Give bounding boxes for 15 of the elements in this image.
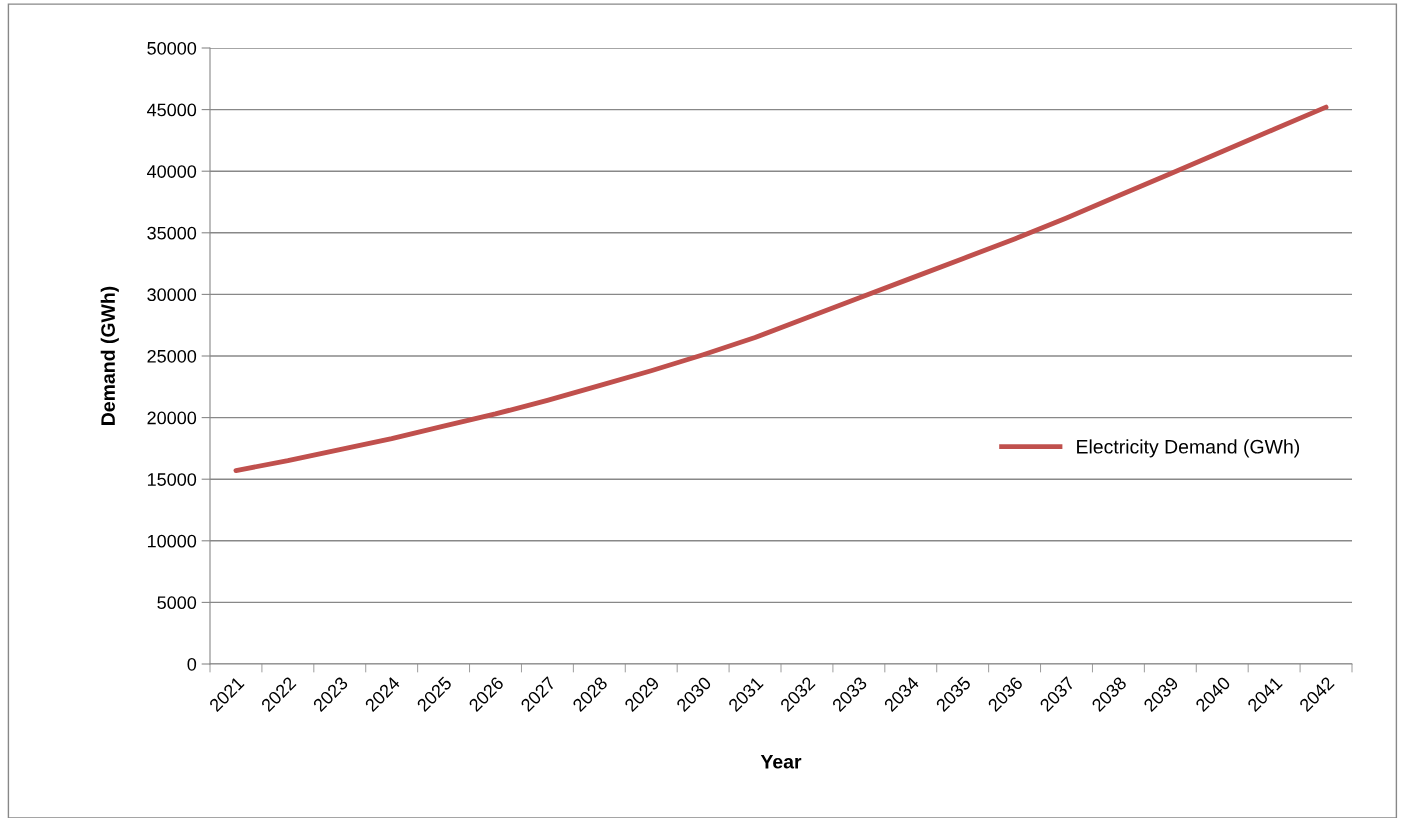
y-tick-label: 40000 [147,165,197,178]
y-tick-label: 20000 [147,411,197,425]
y-tick-label: 50000 [147,41,197,55]
y-tick-label: 25000 [147,349,197,363]
x-axis-title: Year [760,755,802,769]
y-tick-label: 35000 [147,226,197,240]
legend-label: Electricity Demand (GWh) [1077,439,1300,458]
y-tick-label: 45000 [147,103,197,117]
y-tick-label: 15000 [147,473,197,486]
y-tick-label: 0 [187,657,197,671]
y-tick-label: 30000 [147,288,197,302]
line-series [233,104,1329,474]
y-axis-title: Demand (GWh) [100,286,119,425]
y-tick-label: 10000 [147,534,197,548]
y-tick-label: 5000 [157,596,197,610]
